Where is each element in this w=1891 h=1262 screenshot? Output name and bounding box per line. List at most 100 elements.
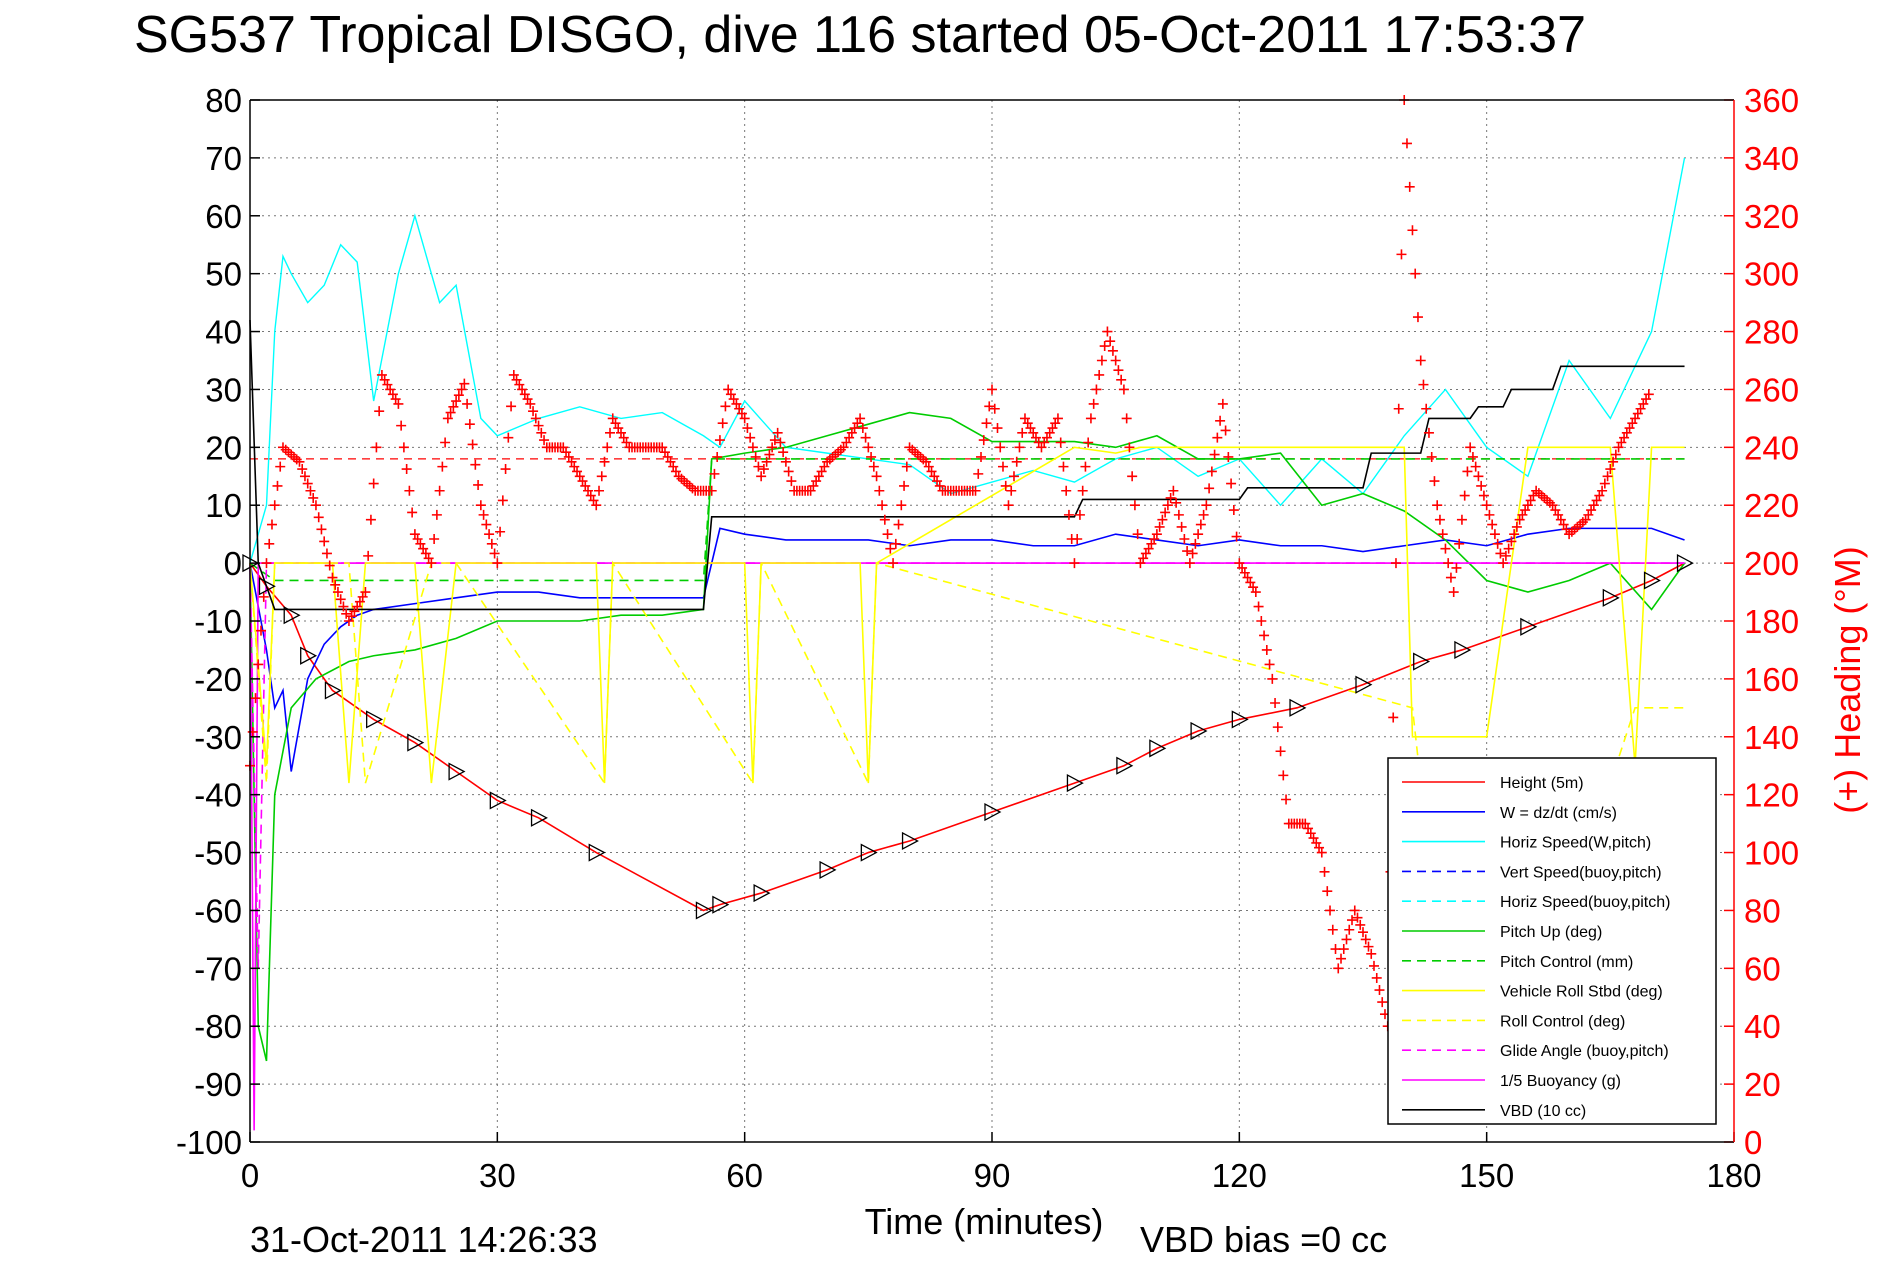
heading-point — [1610, 449, 1621, 460]
heading-point — [500, 464, 511, 475]
heading-point — [1410, 268, 1421, 279]
triangle-marker — [530, 808, 548, 827]
heading-point — [506, 401, 517, 412]
heading-point — [1014, 442, 1025, 453]
heading-point — [1465, 442, 1476, 453]
right-tick-label: 200 — [1744, 545, 1799, 582]
y-tick-label: -80 — [194, 1008, 242, 1045]
heading-point — [1077, 485, 1088, 496]
heading-point — [478, 509, 489, 520]
heading-point — [1426, 451, 1437, 462]
y-tick-label: -30 — [194, 719, 242, 756]
heading-point — [739, 413, 750, 424]
heading-point — [1333, 963, 1344, 974]
heading-point — [1017, 427, 1028, 438]
heading-point — [879, 514, 890, 525]
heading-point — [1272, 722, 1283, 733]
heading-point — [530, 413, 541, 424]
heading-point — [1204, 483, 1215, 494]
triangle-marker — [753, 883, 771, 903]
series-w-dz-dt-cm-s — [249, 527, 1685, 772]
heading-point — [1003, 500, 1014, 511]
heading-point — [1184, 558, 1195, 569]
heading-point — [778, 447, 789, 458]
heading-point — [1325, 905, 1336, 916]
heading-point — [756, 471, 767, 482]
legend-label: W = dz/dt (cm/s) — [1500, 805, 1617, 822]
heading-point — [1456, 514, 1467, 525]
triangle-marker — [1066, 774, 1084, 793]
heading-point — [528, 406, 539, 417]
heading-point — [1429, 476, 1440, 487]
x-tick-label: 150 — [1459, 1157, 1514, 1194]
heading-point — [533, 420, 544, 431]
y-tick-label: 40 — [205, 314, 242, 351]
heading-point — [470, 459, 481, 470]
heading-point — [1434, 514, 1445, 525]
x-tick-label: 90 — [974, 1157, 1011, 1194]
heading-point — [745, 432, 756, 443]
heading-point — [1445, 572, 1456, 583]
heading-point — [1190, 538, 1201, 549]
timestamp-footer: 31-Oct-2011 14:26:33 — [250, 1219, 598, 1260]
heading-point — [525, 398, 536, 409]
heading-point — [596, 471, 607, 482]
heading-point — [605, 427, 616, 438]
triangle-marker — [366, 710, 384, 729]
right-tick-label: 100 — [1744, 835, 1799, 872]
heading-point — [1476, 480, 1487, 491]
heading-point — [1102, 326, 1113, 337]
right-tick-label: 60 — [1744, 950, 1781, 987]
triangle-marker — [819, 860, 837, 880]
heading-point — [434, 485, 445, 496]
heading-point — [1487, 519, 1498, 530]
heading-point — [1275, 746, 1286, 757]
heading-point — [750, 451, 761, 462]
heading-point — [1091, 384, 1102, 395]
heading-point — [1088, 398, 1099, 409]
heading-point — [888, 558, 899, 569]
triangle-marker — [984, 802, 1002, 822]
triangle-marker — [300, 646, 318, 665]
heading-point — [1371, 972, 1382, 983]
heading-point — [1467, 451, 1478, 462]
heading-point — [997, 461, 1008, 472]
heading-point — [1228, 505, 1239, 516]
legend-label: VBD (10 cc) — [1500, 1103, 1586, 1120]
right-tick-label: 300 — [1744, 256, 1799, 293]
triangle-marker — [1190, 721, 1208, 741]
heading-point — [1099, 341, 1110, 352]
heading-point — [761, 456, 772, 467]
heading-point — [1432, 500, 1443, 511]
heading-point — [1201, 500, 1212, 511]
heading-point — [1179, 533, 1190, 544]
heading-point — [758, 464, 769, 475]
heading-point — [1597, 485, 1608, 496]
legend-label: Vert Speed(buoy,pitch) — [1500, 864, 1662, 881]
right-tick-label: 20 — [1744, 1066, 1781, 1103]
heading-point — [860, 432, 871, 443]
heading-point — [1220, 425, 1231, 436]
heading-point — [1267, 673, 1278, 684]
y-tick-label: -40 — [194, 777, 242, 814]
heading-point — [1492, 538, 1503, 549]
heading-point — [764, 449, 775, 460]
series-horiz-speed-w-pitch — [249, 157, 1686, 564]
x-tick-label: 0 — [241, 1157, 259, 1194]
heading-point — [1129, 500, 1140, 511]
right-tick-label: 0 — [1744, 1124, 1762, 1161]
heading-point — [775, 437, 786, 448]
heading-point — [407, 507, 418, 518]
heading-point — [1151, 529, 1162, 540]
heading-point — [1608, 456, 1619, 467]
heading-point — [857, 423, 868, 434]
series-height-5m — [249, 562, 1685, 912]
heading-point — [365, 514, 376, 525]
y-tick-label: 80 — [205, 82, 242, 119]
heading-point — [1336, 953, 1347, 964]
heading-point — [294, 456, 305, 467]
heading-point — [1352, 912, 1363, 923]
heading-point — [1173, 509, 1184, 520]
heading-point — [1212, 432, 1223, 443]
heading-point — [1509, 529, 1520, 540]
